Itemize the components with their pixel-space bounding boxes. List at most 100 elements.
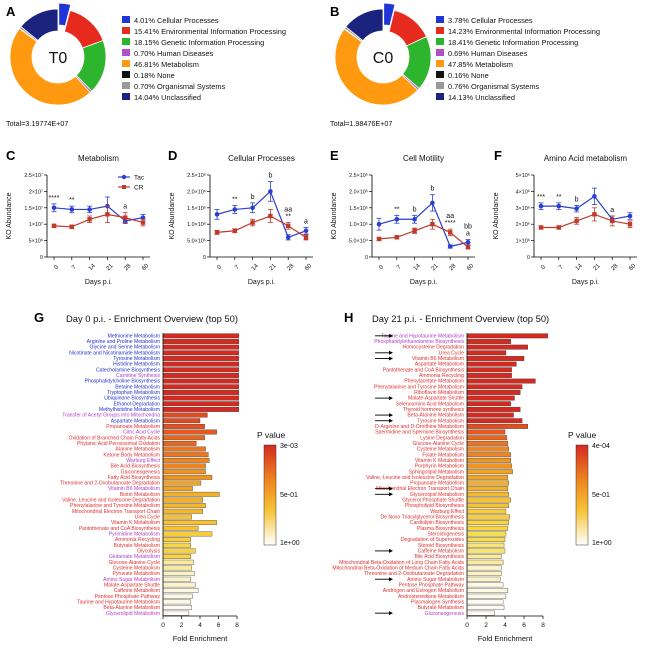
panel-letter-g: G <box>34 310 44 325</box>
enrichment-bar <box>162 554 191 559</box>
pathway-label: Homocysteine Degradation <box>403 345 465 351</box>
pathway-label: Arginine and Proline Metabolism <box>87 339 160 345</box>
pathway-label: Amino Sugar Metabolism <box>407 577 464 583</box>
enrichment-bar <box>162 542 191 548</box>
pathway-label: Glucose-Alanine Cycle <box>412 441 464 447</box>
y-tick-label: 0 <box>365 255 368 261</box>
enrichment-bar <box>162 344 240 350</box>
x-tick-label: 14 <box>413 263 422 272</box>
arrow-head <box>389 333 393 338</box>
y-axis-label: KO Abundance <box>6 192 13 239</box>
pathway-label: Cysteine Metabolism <box>113 565 160 571</box>
total-label: Total=3.19774E+07 <box>6 119 68 128</box>
pathway-label: Plasma Biosynthesis <box>417 526 464 532</box>
pathway-label: Propanoate Metabolism <box>410 481 464 487</box>
enrichment-bar <box>162 435 205 441</box>
bar-chart-h: Day 21 p.i. - Enrichment Overview (top 5… <box>332 313 611 643</box>
data-point <box>574 218 579 224</box>
legend-label: Tac <box>134 175 145 182</box>
enrichment-bar <box>466 503 509 509</box>
pathway-label: Amino Sugar Metabolism <box>103 577 160 583</box>
x-tick-label: 21 <box>106 263 115 272</box>
enrichment-bar <box>162 520 217 526</box>
pathway-label: Malate-Aspartate Shuttle <box>104 582 160 588</box>
legend-swatch <box>436 38 444 45</box>
legend-label: 46.81% Metabolism <box>134 60 199 69</box>
donut-slice <box>58 2 72 27</box>
pathway-label: Mitochondrial Beta-Oxidation of Medium C… <box>332 565 464 571</box>
x-tick-label: 0 <box>216 264 223 271</box>
legend-label: 15.41% Environmental Information Process… <box>134 27 286 36</box>
chart-title: Day 21 p.i. - Enrichment Overview (top 5… <box>372 313 549 324</box>
data-point <box>627 213 633 219</box>
pathway-label: Ketone Body Metabolism <box>103 452 160 458</box>
panel-letter-e: E <box>330 148 339 163</box>
series-line <box>53 205 144 222</box>
chart-title: Amino Acid metabolism <box>544 154 627 163</box>
enrichment-bar <box>162 373 240 378</box>
pathway-label: Vitamin K Metabolism <box>111 520 160 526</box>
enrichment-bar <box>466 350 507 356</box>
panel-letter-b: B <box>330 4 339 19</box>
significance-mark: *** <box>537 194 545 201</box>
enrichment-bar <box>162 503 206 509</box>
pathway-label: Warburg Effect <box>126 458 160 464</box>
legend-marker <box>122 185 126 189</box>
pathway-label: Aspartate Metabolism <box>111 418 160 424</box>
pathway-label: Mitochondrial Electron Transport Chain <box>72 509 160 515</box>
enrichment-bar <box>162 576 191 582</box>
series-line <box>216 190 307 239</box>
enrichment-bar <box>466 469 513 475</box>
enrichment-bar <box>162 537 191 542</box>
legend-label: CR <box>134 185 144 192</box>
x-tick-label: 28 <box>448 263 457 272</box>
enrichment-bar <box>466 429 506 435</box>
pathway-label: Glycerol Phosphate Shuttle <box>402 498 464 504</box>
data-point <box>140 220 146 225</box>
legend-swatch <box>436 93 444 100</box>
pathway-label: Butyrate Metabolism <box>418 605 464 611</box>
arrow-head <box>389 492 393 497</box>
data-point <box>610 218 615 224</box>
pathway-label: Androstenedione Metabolism <box>398 594 464 600</box>
enrichment-bar <box>466 367 512 373</box>
pathway-label: Thyroid hormone synthesis <box>403 407 465 413</box>
pathway-label: Tryptophan Metabolism <box>107 390 160 396</box>
enrichment-bar <box>466 593 507 599</box>
x-tick-label: 7 <box>558 264 565 271</box>
significance-mark: a <box>304 218 308 225</box>
enrichment-bar <box>162 610 190 616</box>
enrichment-bar <box>162 474 213 480</box>
pathway-label: Tyrosine Metabolism <box>113 356 160 362</box>
series-line <box>541 195 631 220</box>
y-tick-label: 2×10⁷ <box>29 189 43 195</box>
data-point <box>232 228 237 233</box>
pathway-label: Vitamin K Metabolism <box>415 458 464 464</box>
pathway-label: Transfer of Acetyl Groups into Mitochond… <box>62 413 160 419</box>
pathway-label: Beta-Alanine Metabolism <box>103 605 160 611</box>
pathway-label: Biotin Metabolism <box>120 492 160 498</box>
enrichment-bar <box>162 531 213 537</box>
data-point <box>105 212 110 217</box>
x-axis-label: Days p.i. <box>248 279 275 286</box>
colorbar-title: P value <box>257 430 285 440</box>
enrichment-bar <box>162 571 195 576</box>
pathway-label: Phenylacetate Metabolism <box>404 379 464 385</box>
pathway-label: Bile Acid Biosynthesis <box>110 464 160 470</box>
x-tick-label: 7 <box>71 264 78 271</box>
enrichment-bar <box>466 559 504 565</box>
legend-swatch <box>122 49 130 56</box>
series-line <box>378 201 469 248</box>
enrichment-bar <box>162 452 209 458</box>
significance-mark: ** <box>285 214 291 221</box>
pathway-label: Folate Metabolism <box>422 452 464 458</box>
enrichment-bar <box>466 480 509 486</box>
x-tick-label: 28 <box>610 263 619 272</box>
legend-label: 3.78% Cellular Processes <box>448 16 533 25</box>
enrichment-bar <box>162 446 206 452</box>
x-tick-label: 14 <box>251 263 260 272</box>
x-tick-label: 60 <box>628 263 637 272</box>
pathway-label: Histidine Metabolism <box>113 362 160 368</box>
enrichment-bar <box>466 588 509 593</box>
